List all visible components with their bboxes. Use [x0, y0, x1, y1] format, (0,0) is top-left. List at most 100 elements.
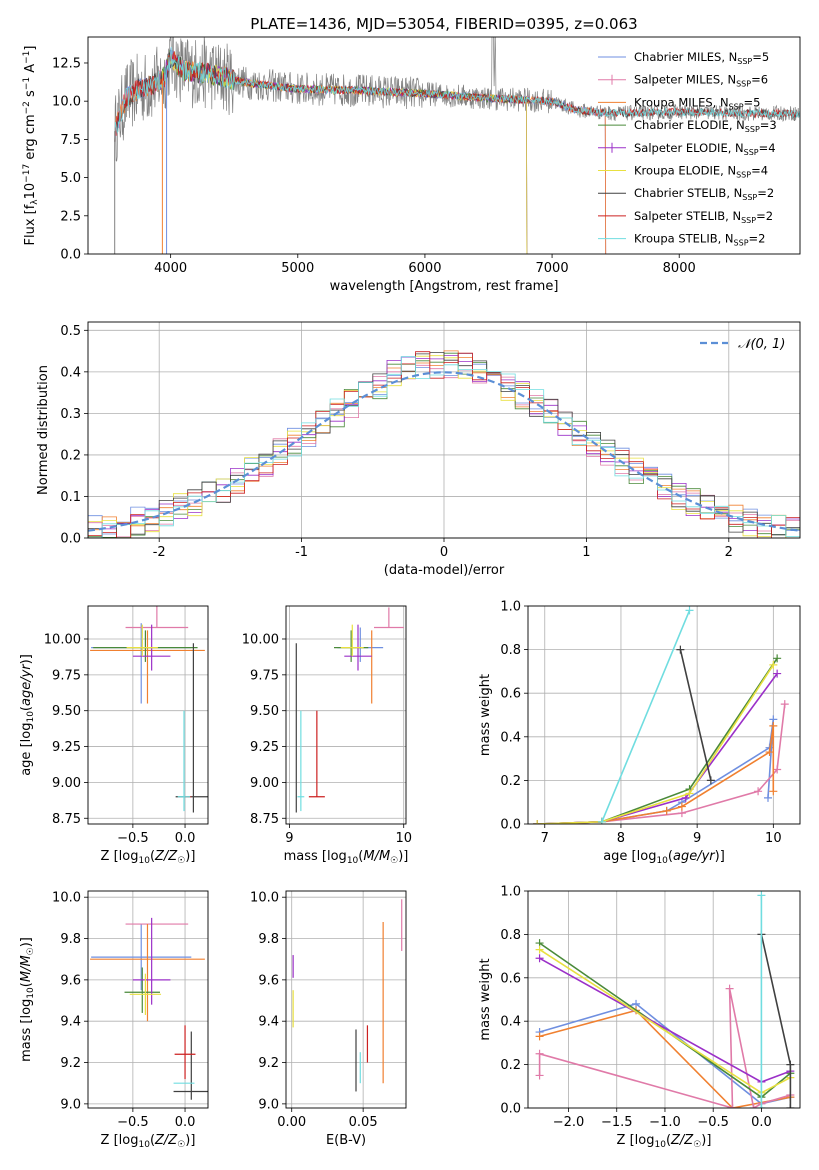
y-tick-label: 0.0 [500, 818, 521, 833]
panel-age_vs_Z: −0.5 0.0 8.75 9.00 9.25 9.50 9.75 10.00 Z [log10… [19, 605, 209, 866]
axes-frame [527, 890, 801, 1109]
y-tick-label: 7.5 [60, 133, 81, 148]
y-tick-label: 0.0 [500, 1102, 521, 1117]
weight-point [597, 817, 606, 824]
panel-mass_vs_ebv: 0.00 0.05 9.0 9.2 9.4 9.6 9.8 10.0 E(B-V) [250, 890, 407, 1148]
y-tick-label: 9.2 [258, 1056, 279, 1071]
legend-label: Chabrier ELODIE, NSSP=3 [634, 118, 777, 134]
y-tick-label: 0.6 [500, 971, 521, 986]
axes-frame [527, 605, 801, 825]
y-tick-label: 0.2 [500, 774, 521, 789]
y-tick-label: 0.2 [500, 1058, 521, 1073]
weight-point [780, 700, 789, 709]
y-tick-label: 9.50 [250, 704, 279, 719]
y-tick-label: 9.2 [60, 1056, 81, 1071]
y-tick-label: 9.6 [258, 973, 279, 988]
weight-point [685, 789, 694, 798]
y-tick-label: 10.0 [250, 891, 279, 906]
legend-label: Chabrier MILES, NSSP=5 [634, 50, 769, 66]
y-axis-label: mass weight [478, 674, 493, 756]
axes-frame [87, 890, 209, 1109]
weight-point [773, 669, 782, 678]
residual-legend: 𝒩(0, 1) [700, 337, 785, 352]
y-tick-label: 9.6 [60, 973, 81, 988]
y-axis-label: mass [log10(M/M☉)] [19, 937, 36, 1062]
errorbars-mass_vs_Z [90, 917, 208, 1100]
x-tick-label: 2 [725, 545, 733, 560]
y-tick-label: 0.0 [60, 532, 81, 547]
x-axis-label-rich: Z [log10(Z/Z☉)] [101, 849, 196, 866]
weight-lines-weight_vs_Z [535, 891, 795, 1108]
legend-label: Salpeter ELODIE, NSSP=4 [634, 141, 776, 157]
y-axis-label: Flux [fλ10−17 erg cm−2 s−1 A−1] [22, 46, 40, 246]
legend-label: Chabrier STELIB, NSSP=2 [634, 186, 774, 202]
y-tick-label: 9.75 [250, 668, 279, 683]
y-tick-label: 9.50 [52, 704, 81, 719]
y-tick-label: 0.6 [500, 687, 521, 702]
normal-curve [88, 371, 800, 532]
weight-point [786, 1060, 795, 1069]
weight-point [676, 645, 685, 654]
y-tick-label: 9.8 [60, 932, 81, 947]
weight-line-chabrier_elodie [537, 657, 778, 824]
y-tick-label: 5.0 [60, 171, 81, 186]
y-tick-label: 9.25 [250, 740, 279, 755]
x-tick-label: 5000 [281, 261, 314, 276]
weight-point [533, 820, 542, 824]
x-tick-label: 0 [440, 545, 448, 560]
plots-layer: 4000 5000 6000 7000 80000.02.55.07.510.012.5… [19, 36, 801, 1150]
panel-residuals: -2 -1 0 1 2 0.0 0.1 0.2 0.3 0.4 0.5 (data-model)/er… [36, 321, 801, 578]
y-tick-label: 12.5 [52, 56, 81, 71]
weight-point [535, 1049, 544, 1058]
x-tick-label: 0.05 [349, 1115, 378, 1130]
y-tick-label: 9.4 [258, 1015, 279, 1030]
errorbars-age_vs_Z [90, 606, 208, 813]
x-tick-label: −1.5 [601, 1115, 633, 1130]
axes-frame [285, 890, 407, 1109]
weight-point [706, 776, 715, 785]
x-tick-label: -2 [153, 545, 166, 560]
axes-frame [285, 605, 407, 825]
legend-label: Salpeter STELIB, NSSP=2 [634, 209, 773, 225]
x-axis-label-rich: Z [log10(Z/Z☉)] [617, 1133, 712, 1150]
axes-frame [87, 605, 209, 825]
y-axis-label: age [log10(age/yr)] [19, 654, 36, 776]
weight-line-kroupa_miles [537, 725, 775, 824]
figure-title: PLATE=1436, MJD=53054, FIBERID=0395, z=0… [250, 15, 637, 33]
x-tick-label: 10 [395, 831, 412, 846]
weight-point [535, 1032, 544, 1041]
legend-label: 𝒩(0, 1) [738, 337, 785, 352]
x-axis-label: (data-model)/error [384, 563, 505, 578]
x-axis-label-rich: Z [log10(Z/Z☉)] [101, 1133, 196, 1150]
y-tick-label: 9.8 [258, 932, 279, 947]
x-tick-label: 4000 [154, 261, 187, 276]
y-tick-label: 9.25 [52, 740, 81, 755]
y-tick-label: 2.5 [60, 209, 81, 224]
weight-point [535, 954, 544, 963]
x-tick-label: 0.0 [175, 1115, 196, 1130]
residual-histograms [88, 350, 800, 538]
y-tick-label: 0.2 [60, 448, 81, 463]
spectrum-lines [114, 37, 800, 254]
y-axis-label: mass weight [478, 958, 493, 1040]
x-tick-label: −1.0 [649, 1115, 681, 1130]
legend-label: Kroupa STELIB, NSSP=2 [634, 232, 765, 248]
weight-point [757, 891, 766, 900]
y-axis-label: Normed distribution [36, 365, 51, 495]
y-tick-label: 0.8 [500, 928, 521, 943]
x-tick-label: −0.5 [697, 1115, 729, 1130]
panel-mass_vs_Z: −0.5 0.0 9.0 9.2 9.4 9.6 9.8 10.0 Z [log10(Z/Z☉)… [19, 890, 209, 1150]
x-tick-label: 7000 [536, 261, 569, 276]
weight-point [769, 787, 778, 796]
y-tick-label: 0.0 [60, 248, 81, 263]
y-tick-label: 0.5 [60, 324, 81, 339]
axes-frame [87, 321, 801, 539]
legend-label: Salpeter MILES, NSSP=6 [634, 73, 768, 89]
panel-age_vs_mass: 9 10 8.75 9.00 9.25 9.50 9.75 10.00 mass [log10(… [242, 605, 412, 866]
y-tick-label: 1.0 [500, 600, 521, 615]
x-tick-label: −0.5 [117, 831, 149, 846]
spectrum-legend: Chabrier MILES, NSSP=5 Salpeter MILES, NS… [598, 50, 777, 248]
x-tick-label: 1 [582, 545, 590, 560]
weight-point [662, 806, 671, 815]
